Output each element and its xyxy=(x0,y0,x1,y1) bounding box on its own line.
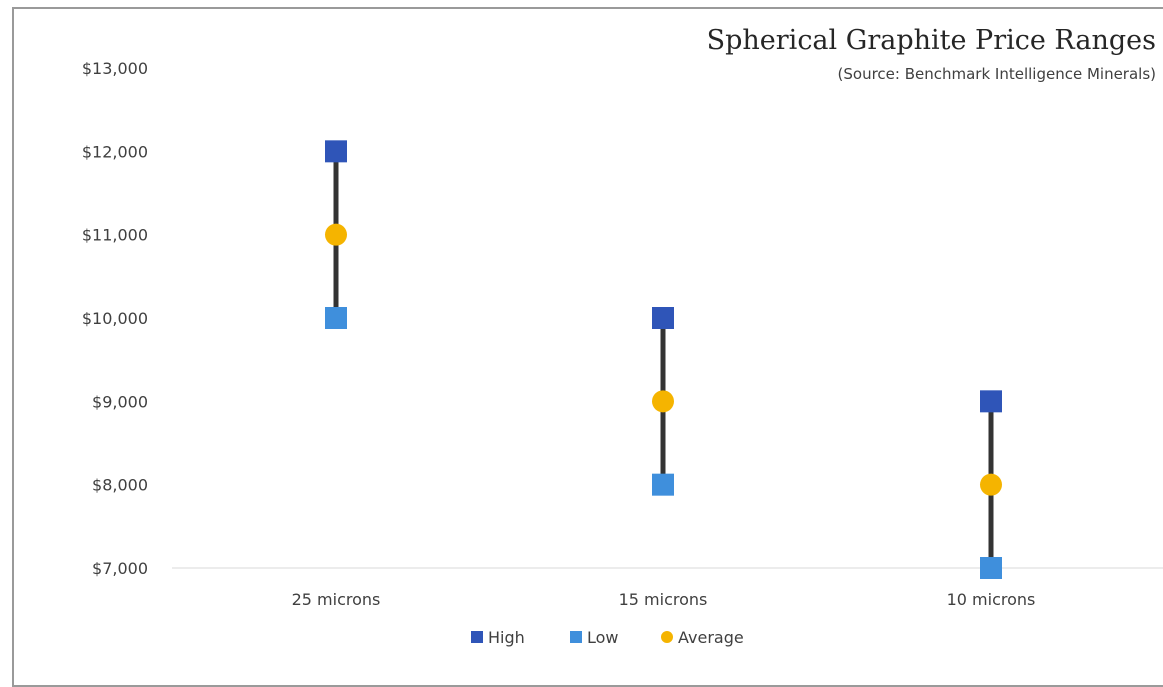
y-tick-label: $8,000 xyxy=(92,476,148,495)
chart-subtitle: (Source: Benchmark Intelligence Minerals… xyxy=(838,65,1156,83)
point-high xyxy=(980,390,1002,413)
x-axis-ticks: 25 microns 15 microns 10 microns xyxy=(292,590,1036,609)
x-tick-label: 10 microns xyxy=(947,590,1036,609)
x-tick-label: 15 microns xyxy=(619,590,708,609)
legend-label-average: Average xyxy=(678,628,744,647)
x-tick-label: 25 microns xyxy=(292,590,381,609)
chart-frame xyxy=(12,7,1163,687)
range-bars xyxy=(333,151,994,568)
point-average xyxy=(652,390,674,413)
legend-marker-high xyxy=(471,631,483,643)
legend-label-high: High xyxy=(488,628,525,647)
y-tick-label: $13,000 xyxy=(82,59,148,78)
point-high xyxy=(325,140,347,163)
legend-marker-average xyxy=(661,631,673,643)
point-average xyxy=(325,223,347,246)
legend-marker-low xyxy=(570,631,582,643)
y-tick-label: $9,000 xyxy=(92,392,148,411)
point-high xyxy=(652,307,674,329)
y-tick-label: $11,000 xyxy=(82,226,148,245)
y-tick-label: $12,000 xyxy=(82,142,148,161)
y-tick-label: $7,000 xyxy=(92,559,148,578)
data-markers xyxy=(325,140,1002,579)
point-low xyxy=(325,307,347,329)
point-low xyxy=(980,557,1002,579)
point-average xyxy=(980,473,1002,496)
legend-label-low: Low xyxy=(587,628,619,647)
y-tick-label: $10,000 xyxy=(82,309,148,328)
point-low xyxy=(652,473,674,496)
legend: High Low Average xyxy=(471,628,744,647)
chart-title: Spherical Graphite Price Ranges xyxy=(707,25,1156,56)
y-axis-ticks: $7,000 $8,000 $9,000 $10,000 $11,000 $12,000 $… xyxy=(82,59,148,578)
